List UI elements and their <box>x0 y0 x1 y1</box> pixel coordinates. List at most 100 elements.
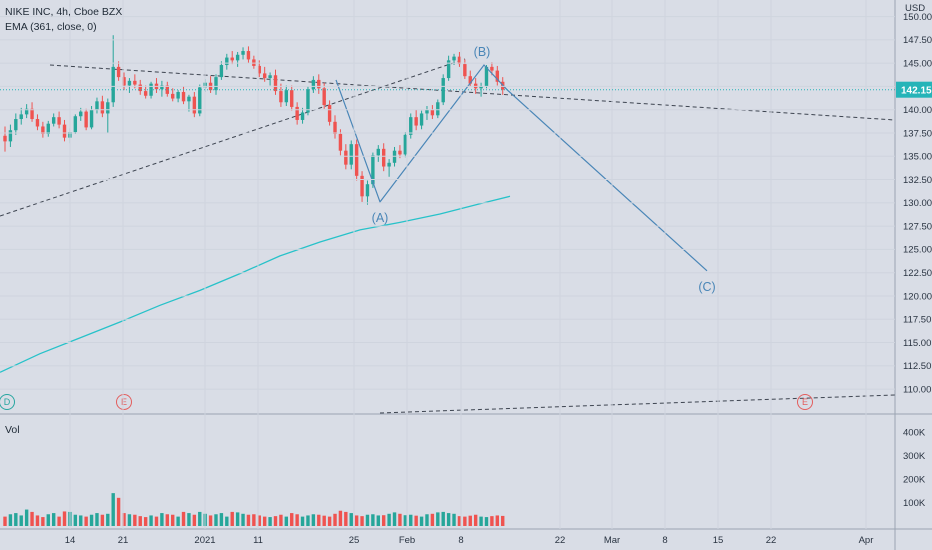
volume-bar[interactable] <box>436 512 440 526</box>
volume-bar[interactable] <box>354 515 359 526</box>
candle-body[interactable] <box>446 60 451 79</box>
volume-bar[interactable] <box>24 509 29 526</box>
volume-bar[interactable] <box>441 511 445 526</box>
candle-body[interactable] <box>311 79 316 90</box>
candle-body[interactable] <box>344 150 348 165</box>
volume-bar[interactable] <box>235 512 240 526</box>
candle-body[interactable] <box>8 130 13 142</box>
candle-body[interactable] <box>73 116 78 133</box>
candle-body[interactable] <box>3 135 7 142</box>
volume-bar[interactable] <box>41 517 45 526</box>
candle-body[interactable] <box>149 83 153 96</box>
volume-bar[interactable] <box>257 515 261 526</box>
candle-body[interactable] <box>89 109 94 128</box>
candle-body[interactable] <box>246 51 251 60</box>
candle-body[interactable] <box>143 91 148 96</box>
volume-bar[interactable] <box>160 513 164 526</box>
resistance-trendline[interactable] <box>49 64 896 121</box>
volume-bar[interactable] <box>51 513 56 526</box>
candle-body[interactable] <box>409 117 413 135</box>
candle-body[interactable] <box>430 109 435 116</box>
volume-bar[interactable] <box>317 514 321 526</box>
candle-body[interactable] <box>165 85 169 94</box>
candle-body[interactable] <box>235 54 240 61</box>
candle-body[interactable] <box>268 75 272 79</box>
candle-body[interactable] <box>300 112 305 120</box>
volume-bar[interactable] <box>430 513 435 526</box>
volume-bar[interactable] <box>30 511 34 526</box>
volume-bar[interactable] <box>490 516 494 526</box>
elliott-wave[interactable]: (A) (B) (C) <box>335 45 716 294</box>
candle-body[interactable] <box>122 77 126 86</box>
candle-body[interactable] <box>181 92 186 102</box>
volume-bar[interactable] <box>479 516 483 526</box>
candle-body[interactable] <box>290 90 294 107</box>
volume-bar[interactable] <box>208 515 213 526</box>
volume-bar[interactable] <box>290 513 294 526</box>
candle-body[interactable] <box>284 90 289 103</box>
event-badge[interactable] <box>0 394 15 410</box>
candle-body[interactable] <box>116 66 121 78</box>
channel-trendline[interactable] <box>0 58 466 217</box>
candle-body[interactable] <box>30 108 34 120</box>
candle-body[interactable] <box>262 73 267 79</box>
candle-body[interactable] <box>219 65 224 78</box>
candle-body[interactable] <box>295 106 299 120</box>
candle-body[interactable] <box>62 124 67 138</box>
candle-body[interactable] <box>354 144 359 176</box>
volume-bar[interactable] <box>403 515 408 526</box>
volume-bar[interactable] <box>338 510 343 526</box>
volume-bar[interactable] <box>371 514 375 526</box>
candle-body[interactable] <box>387 162 391 167</box>
volume-bar[interactable] <box>365 514 370 526</box>
candle-body[interactable] <box>214 77 218 91</box>
candle-body[interactable] <box>84 111 88 128</box>
volume-bar[interactable] <box>452 513 456 526</box>
volume-bar[interactable] <box>187 513 191 526</box>
candle-body[interactable] <box>436 102 440 116</box>
volume-bar[interactable] <box>327 516 332 526</box>
candle-body[interactable] <box>327 105 332 122</box>
volume-bar[interactable] <box>219 513 224 526</box>
volume-bar[interactable] <box>382 515 386 526</box>
candle-body[interactable] <box>317 79 321 89</box>
volume-bar[interactable] <box>414 515 418 526</box>
candle-body[interactable] <box>111 66 115 103</box>
candle-body[interactable] <box>452 56 456 61</box>
volume-bar[interactable] <box>446 513 451 526</box>
volume-bar[interactable] <box>84 516 88 526</box>
candle-body[interactable] <box>490 66 494 71</box>
volume-bar[interactable] <box>106 513 110 526</box>
volume-bar[interactable] <box>122 513 126 526</box>
volume-bar[interactable] <box>19 515 23 526</box>
candles[interactable] <box>3 35 505 205</box>
volume-bar[interactable] <box>133 514 137 526</box>
volume-bar[interactable] <box>252 514 256 526</box>
candle-body[interactable] <box>171 93 175 99</box>
candle-body[interactable] <box>273 75 278 92</box>
volume-bar[interactable] <box>501 515 505 526</box>
volume-bar[interactable] <box>230 511 234 526</box>
candle-body[interactable] <box>479 86 483 89</box>
volume-bar[interactable] <box>8 514 13 526</box>
candle-body[interactable] <box>100 101 105 114</box>
candle-body[interactable] <box>187 96 191 102</box>
candle-body[interactable] <box>414 117 418 126</box>
candle-body[interactable] <box>441 78 445 103</box>
candle-body[interactable] <box>371 155 375 185</box>
candle-body[interactable] <box>333 121 337 134</box>
candle-body[interactable] <box>133 80 137 85</box>
candle-body[interactable] <box>279 91 283 103</box>
ema-line[interactable] <box>0 195 511 373</box>
candle-body[interactable] <box>403 134 408 155</box>
wave-path[interactable] <box>335 64 708 272</box>
volume-bars[interactable] <box>3 493 505 526</box>
candle-body[interactable] <box>457 56 462 65</box>
candle-body[interactable] <box>425 109 429 114</box>
volume-bar[interactable] <box>398 513 402 526</box>
candle-body[interactable] <box>419 113 424 126</box>
candle-body[interactable] <box>19 114 23 120</box>
volume-bar[interactable] <box>300 516 305 526</box>
volume-bar[interactable] <box>79 515 83 526</box>
